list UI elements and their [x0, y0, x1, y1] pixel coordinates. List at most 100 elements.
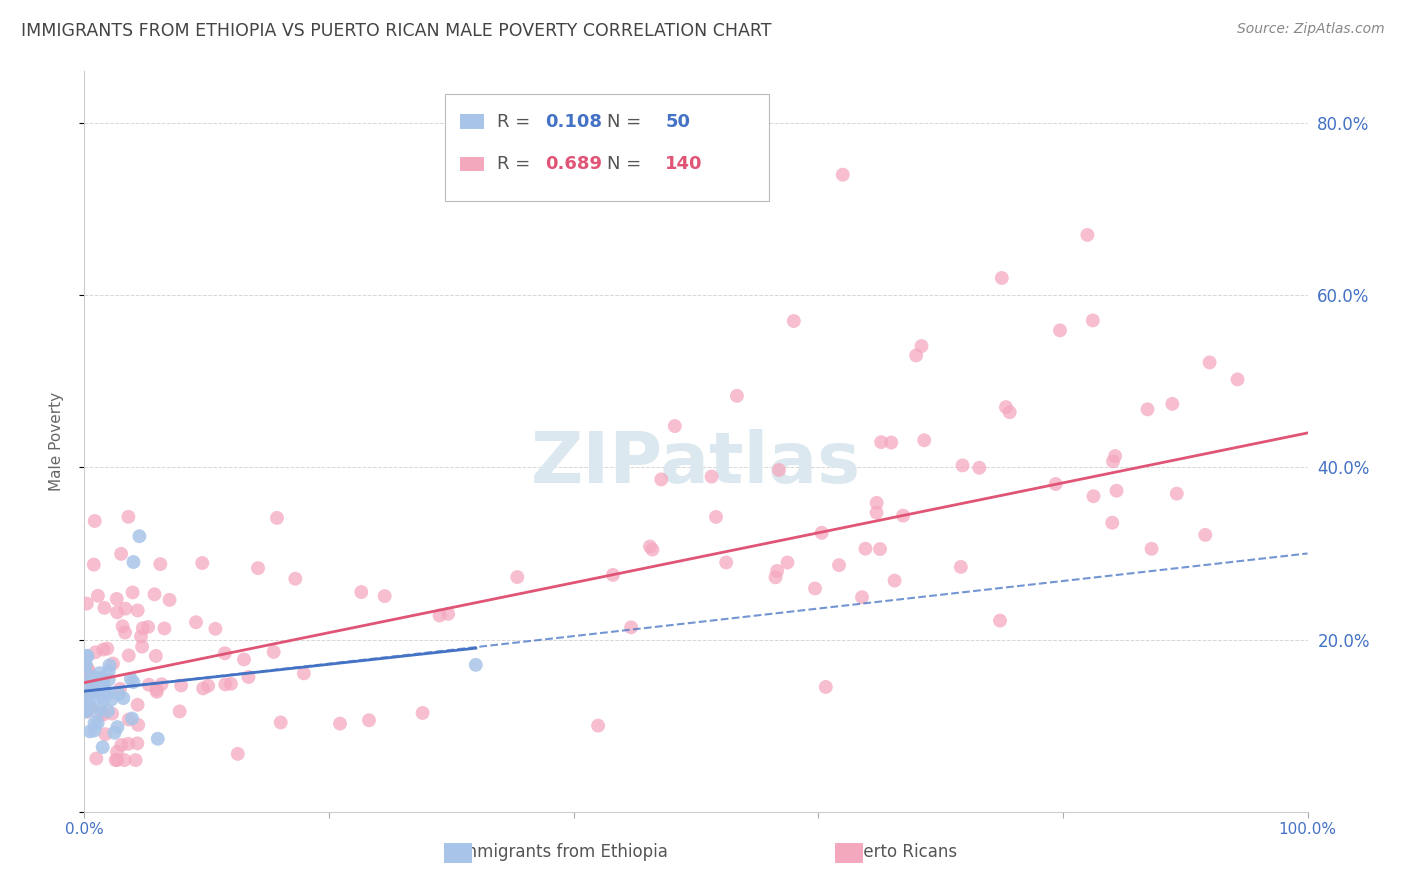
Text: N =: N =: [606, 112, 647, 131]
Point: [814, 680, 837, 694]
Point: [107, 720, 129, 734]
FancyBboxPatch shape: [446, 94, 769, 201]
Point: [1105, 483, 1128, 498]
Point: [86, 716, 108, 731]
Point: [991, 271, 1014, 285]
Point: [93, 683, 115, 698]
Point: [97, 704, 120, 718]
Point: [108, 681, 131, 696]
Point: [136, 620, 159, 634]
Point: [91, 673, 114, 688]
Bar: [460, 114, 484, 129]
Point: [880, 435, 903, 450]
Point: [988, 614, 1011, 628]
Point: [214, 677, 236, 691]
Point: [122, 675, 145, 690]
Text: R =: R =: [496, 112, 536, 131]
Point: [101, 706, 124, 721]
Point: [132, 621, 155, 635]
Point: [79, 724, 101, 739]
Point: [114, 625, 136, 640]
Point: [284, 572, 307, 586]
Point: [79, 699, 101, 714]
Point: [103, 725, 125, 739]
Point: [437, 607, 460, 621]
Point: [120, 672, 142, 686]
Y-axis label: Male Poverty: Male Poverty: [49, 392, 63, 491]
Point: [1102, 454, 1125, 468]
Point: [110, 738, 132, 752]
Point: [105, 591, 128, 606]
Point: [169, 705, 191, 719]
Point: [83, 558, 105, 572]
Point: [170, 678, 193, 692]
Point: [586, 718, 609, 732]
Point: [263, 645, 285, 659]
Point: [184, 615, 207, 630]
Point: [1076, 227, 1098, 242]
Point: [86, 706, 108, 720]
Point: [75, 666, 97, 681]
Text: 50: 50: [665, 112, 690, 131]
Point: [105, 753, 128, 767]
Point: [994, 400, 1017, 414]
Point: [76, 698, 98, 713]
Point: [84, 751, 107, 765]
Point: [145, 648, 167, 663]
Point: [891, 508, 914, 523]
Point: [145, 682, 167, 697]
Text: N =: N =: [606, 155, 647, 173]
Point: [112, 753, 135, 767]
Point: [84, 683, 107, 698]
Point: [1140, 541, 1163, 556]
Point: [1226, 372, 1249, 386]
Point: [127, 603, 149, 617]
Point: [127, 736, 149, 750]
Point: [1049, 323, 1071, 337]
Point: [79, 686, 101, 700]
Point: [76, 649, 98, 664]
Point: [664, 419, 686, 434]
Point: [765, 570, 787, 584]
Point: [89, 666, 111, 681]
Point: [865, 506, 887, 520]
Point: [650, 472, 672, 486]
Point: [1081, 313, 1104, 327]
Point: [912, 434, 935, 448]
Point: [75, 657, 97, 671]
Point: [110, 547, 132, 561]
Point: [76, 705, 98, 719]
Point: [83, 514, 105, 528]
Point: [998, 405, 1021, 419]
Point: [725, 389, 748, 403]
Point: [89, 701, 111, 715]
Point: [783, 314, 806, 328]
Point: [77, 674, 100, 689]
Point: [828, 558, 851, 573]
Point: [97, 664, 120, 678]
Point: [104, 753, 127, 767]
Point: [93, 681, 115, 696]
Point: [77, 677, 100, 691]
Point: [1083, 489, 1105, 503]
Point: [143, 587, 166, 601]
Point: [704, 509, 727, 524]
Point: [214, 646, 236, 660]
Point: [412, 706, 434, 720]
Point: [76, 696, 98, 710]
Point: [776, 556, 799, 570]
Point: [84, 645, 107, 659]
Point: [905, 348, 928, 362]
Point: [464, 657, 486, 672]
Point: [374, 589, 396, 603]
Point: [76, 648, 98, 663]
Point: [93, 688, 115, 702]
Point: [122, 555, 145, 569]
Point: [226, 747, 249, 761]
Point: [883, 574, 905, 588]
Point: [107, 687, 129, 701]
Point: [159, 592, 181, 607]
Point: [429, 608, 451, 623]
Point: [93, 688, 115, 702]
Point: [75, 658, 97, 673]
